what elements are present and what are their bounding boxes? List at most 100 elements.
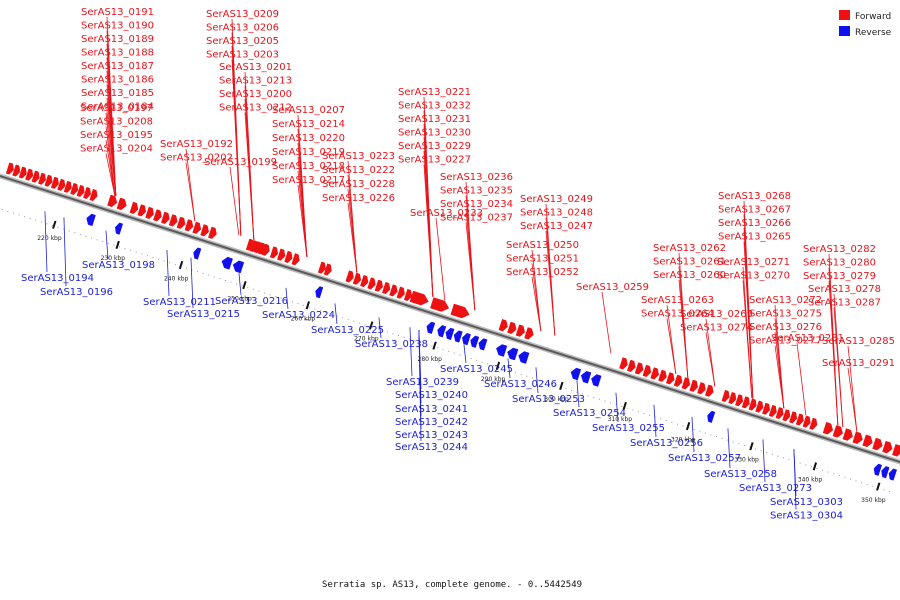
track-dot [35,219,37,221]
track-dot [51,225,53,227]
forward-gene-label: SerAS13_0219 [272,147,345,158]
track-dot [197,271,199,273]
track-dot [649,414,651,416]
reverse-gene-label: SerAS13_0216 [215,296,288,307]
legend-swatch-forward [839,10,850,20]
track-dot [57,226,59,228]
track-dot [113,244,115,246]
forward-leader-line [828,280,839,426]
gene-forward [673,374,683,387]
genome-backbone [0,174,900,464]
track-dot [676,423,678,425]
scale-tick [876,482,881,491]
track-dot [855,480,857,482]
gene-forward [524,327,534,340]
gene-forward [634,362,644,375]
forward-gene-label: SerAS13_0186 [81,75,154,86]
track-dot [609,402,611,404]
reverse-leader-line [409,327,413,377]
scale-tick-label: 350 kbp [861,497,886,504]
gene-forward [697,382,706,395]
gene-forward [184,219,194,232]
track-dot [459,354,461,356]
reverse-leader-line [378,317,382,339]
forward-leader-line [796,342,807,416]
gene-forward [352,272,362,285]
forward-leader-line [705,332,716,387]
track-dot [621,405,623,407]
reverse-gene-label: SerAS13_0244 [395,442,468,453]
forward-gene-label: SerAS13_0187 [81,61,154,72]
forward-gene-label: SerAS13_0249 [520,194,593,205]
gene-labels-layer: SerAS13_0191 SerAS13_0190 SerAS13_0189 SerA… [21,7,895,522]
gene-forward [741,396,750,409]
gene-forward [619,357,628,370]
gene-reverse [580,371,592,384]
forward-gene-label: SerAS13_0259 [576,282,649,293]
gene-forward [129,201,139,214]
track-dot [24,216,26,218]
scale-tick [495,361,501,370]
track-dot [118,246,120,248]
reverse-gene-label: SerAS13_0246 [484,379,557,390]
track-dot [738,443,740,445]
track-dot [554,384,556,386]
gene-reverse [315,286,324,299]
forward-gene-label: SerAS13_0222 [322,165,395,176]
gene-reverse [570,367,582,381]
track-dot [241,285,243,287]
track-dot [236,283,238,285]
reverse-leader-line [418,330,422,442]
track-dot [79,233,81,235]
gene-forward [396,286,405,299]
genes-layer [5,162,900,481]
gene-forward [31,170,40,183]
track-dot [275,295,277,297]
reverse-gene-label: SerAS13_0225 [311,325,384,336]
reverse-leader-line [285,287,289,310]
gene-reverse [518,351,530,364]
gene-reverse [445,327,455,341]
track-dot [565,388,567,390]
map-title: Serratia sp. AS13, complete genome. - 0.… [322,580,582,590]
track-dot [7,210,9,212]
gene-forward [650,367,659,380]
track-dot [704,432,706,434]
gene-forward [345,270,354,283]
reverse-gene-label: SerAS13_0238 [355,339,428,350]
gene-forward [658,369,667,382]
track-dot [777,455,779,457]
legend-swatch-reverse [839,26,850,36]
forward-gene-label: SerAS13_0228 [322,179,395,190]
reverse-leader-line [762,439,766,483]
track-dot [375,327,377,329]
forward-leader-line [229,166,240,236]
gene-forward [795,413,804,426]
reverse-leader-line [615,392,619,423]
track-dot [654,416,656,418]
scale-tick [115,240,120,249]
track-dot [297,303,299,305]
track-dot [643,413,645,415]
forward-leader-line [435,217,446,301]
forward-gene-label: SerAS13_0235 [440,186,513,197]
track-dot [827,471,829,473]
track-dot [632,409,634,411]
track-dot [470,358,472,360]
gene-forward [160,211,170,224]
gene-reverse [707,410,716,423]
forward-gene-label: SerAS13_0285 [822,336,895,347]
track-dot [325,311,327,313]
gene-forward [862,434,873,448]
forward-gene-label: SerAS13_0280 [803,258,876,269]
track-dot [448,350,450,352]
gene-forward [832,425,843,438]
gene-forward [367,277,376,290]
track-dot [760,450,762,452]
forward-gene-label: SerAS13_0278 [808,284,881,295]
track-dot [258,290,260,292]
scale-tick-label: 320 kbp [671,436,696,443]
track-dot [358,322,360,324]
scale-tick-label: 310 kbp [608,416,633,423]
